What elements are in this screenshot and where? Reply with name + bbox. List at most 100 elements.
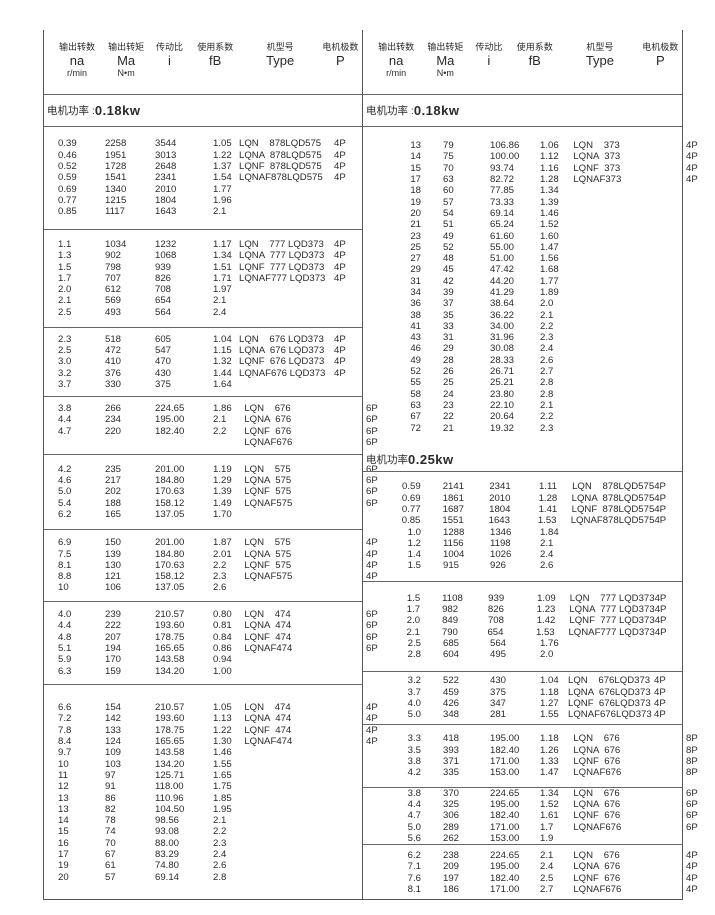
spec-group: 4.2 235 201.00 1.19 LQN 575 6P 4.6 217 184.80 1… xyxy=(44,455,378,530)
table-row: 2.1 569 654 2.1 xyxy=(44,295,362,306)
cell-ratio: 195.00 xyxy=(490,861,520,873)
cell-poles: 4P xyxy=(654,140,698,152)
left-column: 输出转数 na r/min 输出转矩 Ma N•m 传动比 i 使用系数 fB 机型号 Type 电机极… xyxy=(44,30,378,899)
cell-ratio: 193.60 xyxy=(155,713,185,725)
cell-type xyxy=(568,264,654,275)
cell-ratio: 158.12 xyxy=(155,497,185,509)
cell-ratio: 182.40 xyxy=(490,810,520,822)
cell-ratio: 654 xyxy=(487,626,504,638)
cell-ratio: 134.20 xyxy=(155,665,185,677)
cell-poles: 6P xyxy=(334,402,378,414)
cell-fb: 1.85 xyxy=(213,792,232,804)
cell-fb: 0.81 xyxy=(213,620,232,632)
cell-ma: 239 xyxy=(105,609,122,621)
cell-poles: 4P xyxy=(654,686,666,698)
cell-na: 10 xyxy=(58,758,69,770)
cell-ratio: 2648 xyxy=(155,161,177,173)
cell-ratio: 547 xyxy=(155,345,172,357)
cell-ratio: 104.50 xyxy=(155,803,185,815)
cell-fb: 2.1 xyxy=(540,537,554,549)
cell-ma: 266 xyxy=(105,402,122,414)
cell-fb: 1.41 xyxy=(538,503,558,515)
cell-type xyxy=(239,184,334,195)
cell-fb: 1.65 xyxy=(213,769,232,781)
cell-na: 3.2 xyxy=(58,367,72,379)
cell-ratio: 47.42 xyxy=(490,264,515,276)
cell-poles xyxy=(334,826,362,837)
cell-type: LQN 575 xyxy=(239,537,291,549)
cell-poles xyxy=(334,759,362,770)
cell-poles: 4P xyxy=(334,713,378,725)
cell-poles: 4P xyxy=(334,333,346,345)
cell-fb: 1.75 xyxy=(213,781,232,793)
cell-ratio: 2010 xyxy=(155,183,177,195)
cell-na: 19 xyxy=(410,196,421,208)
table-row: 6.2 238 224.65 2.1 LQN 676 4P xyxy=(363,850,698,861)
cell-type: LQN 474 xyxy=(239,702,291,714)
cell-na: 13 xyxy=(58,803,69,815)
cell-ratio: 51.00 xyxy=(490,253,515,265)
cell-ratio: 19.32 xyxy=(490,422,515,434)
cell-type xyxy=(239,872,334,883)
power-value: 0.18kw xyxy=(413,103,460,118)
cell-na: 67 xyxy=(410,411,421,423)
motor-power-row: 电机功率 :0.18kw xyxy=(44,95,362,127)
cell-na: 6.6 xyxy=(58,702,72,714)
table-row: 5.6 262 153.00 1.9 xyxy=(363,833,682,844)
cell-ma: 604 xyxy=(443,649,460,661)
cell-poles: 4P xyxy=(334,537,378,549)
cell-poles: 4P xyxy=(654,481,666,493)
header-ma: 输出转矩 Ma N•m xyxy=(421,42,469,94)
cell-type xyxy=(568,185,654,196)
cell-ratio: 495 xyxy=(490,649,507,661)
table-row: 2.0 849 708 1.42 LQNF 777 LQD373 4P xyxy=(363,615,682,626)
cell-type xyxy=(239,747,334,758)
cell-type: LQNAF676LQD373 xyxy=(568,709,652,721)
cell-ratio: 224.65 xyxy=(155,402,185,414)
table-row: 55 25 25.21 2.8 xyxy=(363,377,682,388)
cell-na: 15 xyxy=(58,826,69,838)
cell-fb: 1.34 xyxy=(540,787,559,799)
cell-fb: 2.4 xyxy=(540,549,554,561)
cell-poles xyxy=(654,197,682,208)
cell-fb: 1.61 xyxy=(540,810,559,822)
cell-type xyxy=(568,343,654,354)
cell-ma: 130 xyxy=(105,559,122,571)
cell-type xyxy=(568,638,654,649)
cell-na: 13 xyxy=(410,140,421,152)
cell-ma: 133 xyxy=(105,724,122,736)
table-row: 13 86 110.96 1.85 xyxy=(44,793,362,804)
cell-poles xyxy=(654,310,682,321)
cell-poles: 6P xyxy=(334,436,378,448)
cell-type: LQNA 777 LQD373 xyxy=(239,250,325,262)
cell-ratio: 3013 xyxy=(155,149,177,161)
cell-na: 4.4 xyxy=(58,414,72,426)
cell-na: 8.4 xyxy=(58,736,72,748)
cell-ratio: 171.00 xyxy=(490,883,520,895)
cell-fb: 2.8 xyxy=(540,377,554,389)
cell-type: LQNAF575 xyxy=(239,497,293,509)
cell-na: 0.69 xyxy=(401,492,421,504)
table-row: 4.4 325 195.00 1.52 LQNA 676 6P xyxy=(363,799,698,811)
header-cn: 输出转矩 xyxy=(427,42,464,52)
cell-fb: 2.1 xyxy=(213,414,227,426)
cell-na: 16 xyxy=(58,837,69,849)
cell-na: 7.5 xyxy=(58,548,72,560)
cell-ratio: 3544 xyxy=(155,138,177,150)
table-row: 19 61 74.80 2.6 xyxy=(44,860,362,871)
cell-poles xyxy=(654,287,682,298)
cell-ma: 522 xyxy=(443,675,460,687)
table-row: 1.2 1156 1198 2.1 xyxy=(363,538,682,549)
cell-type xyxy=(239,781,334,792)
table-row: 8.8 121 158.12 2.3 LQNAF575 4P xyxy=(44,571,378,582)
cell-fb: 1.7 xyxy=(540,821,554,833)
cell-na: 0.52 xyxy=(58,161,77,173)
cell-type: LQN 878LQD575 xyxy=(566,481,655,493)
cell-fb: 1.96 xyxy=(213,194,232,206)
cell-poles: 6P xyxy=(334,609,378,621)
cell-fb: 1.23 xyxy=(536,603,556,615)
cell-fb: 2.8 xyxy=(213,871,227,883)
cell-ratio: 195.00 xyxy=(490,799,520,811)
cell-ratio: 55.00 xyxy=(490,241,515,253)
cell-na: 4.0 xyxy=(58,609,72,621)
